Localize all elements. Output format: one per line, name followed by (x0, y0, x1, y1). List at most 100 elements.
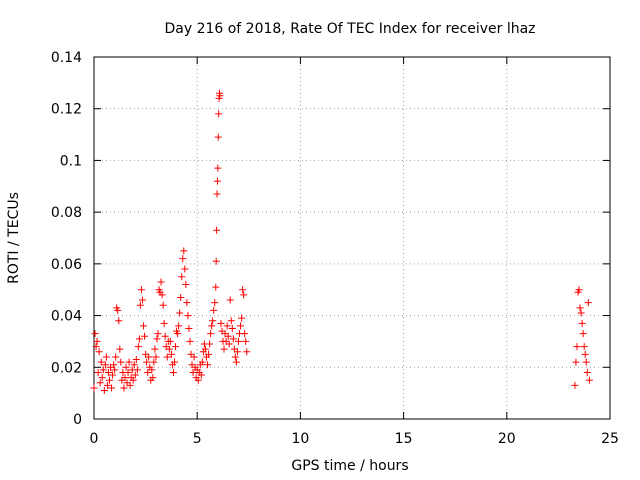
data-point (105, 376, 113, 384)
data-point (100, 387, 108, 395)
x-tick-label: 10 (291, 431, 309, 447)
x-tick-label: 20 (498, 431, 516, 447)
data-point (95, 348, 103, 356)
data-point (120, 384, 128, 392)
data-point (175, 322, 183, 330)
data-point (131, 371, 139, 379)
data-point (135, 335, 143, 343)
y-tick-label: 0.14 (51, 50, 82, 66)
x-tick-label: 0 (90, 431, 99, 447)
data-point (104, 368, 112, 376)
data-point (207, 330, 215, 338)
y-tick-label: 0.08 (51, 205, 82, 221)
data-point (214, 164, 222, 172)
data-point (242, 337, 250, 345)
data-point (99, 366, 107, 374)
data-point (169, 368, 177, 376)
data-point (108, 384, 116, 392)
y-tick-label: 0.06 (51, 257, 82, 273)
data-point (226, 296, 234, 304)
data-point (210, 306, 218, 314)
data-point (116, 345, 124, 353)
data-point (101, 361, 109, 369)
data-point (122, 363, 130, 371)
data-point (581, 350, 589, 358)
data-point (140, 322, 148, 330)
data-point (212, 257, 220, 265)
data-point (237, 322, 245, 330)
data-point (225, 340, 233, 348)
data-point (213, 190, 221, 198)
data-point (103, 381, 111, 389)
data-point (150, 358, 158, 366)
data-point (167, 350, 175, 358)
data-point (112, 353, 120, 361)
data-point (243, 348, 251, 356)
data-point (220, 345, 228, 353)
data-point (139, 296, 147, 304)
data-point (157, 278, 165, 286)
data-point (182, 281, 190, 289)
data-point (117, 358, 125, 366)
data-point (215, 110, 223, 118)
data-points (90, 89, 593, 395)
data-point (96, 379, 104, 387)
y-tick-label: 0.1 (60, 153, 82, 169)
data-point (165, 345, 173, 353)
data-point (109, 371, 117, 379)
data-point (141, 332, 149, 340)
data-point (197, 371, 205, 379)
data-point (571, 381, 579, 389)
data-point (129, 376, 137, 384)
data-point (178, 273, 186, 281)
data-point (583, 368, 591, 376)
data-point (580, 343, 588, 351)
y-axis-title: ROTI / TECUs (6, 192, 22, 284)
data-point (114, 306, 122, 314)
data-point (582, 358, 590, 366)
data-point (102, 353, 110, 361)
data-point (110, 361, 118, 369)
data-point (224, 332, 232, 340)
data-point (124, 368, 132, 376)
data-point (125, 358, 133, 366)
data-point (213, 226, 221, 234)
axis-ticks (93, 56, 611, 420)
data-point (576, 304, 584, 312)
x-tick-label: 15 (395, 431, 413, 447)
data-point (176, 309, 184, 317)
data-point (572, 358, 580, 366)
data-point (177, 293, 185, 301)
data-point (201, 345, 209, 353)
data-point (240, 291, 248, 299)
data-point (133, 366, 141, 374)
data-point (185, 325, 193, 332)
grid-lines (94, 57, 610, 419)
data-point (198, 358, 206, 366)
data-point (214, 133, 222, 141)
data-point (93, 337, 101, 345)
data-point (159, 301, 167, 309)
data-point (130, 361, 138, 369)
y-tick-label: 0.02 (51, 360, 82, 376)
data-point (231, 353, 239, 361)
data-point (228, 325, 236, 332)
data-point (163, 353, 171, 361)
x-axis-tick-labels: 0 5 10 15 20 25 (90, 431, 619, 447)
data-point (174, 330, 182, 338)
data-point (153, 335, 161, 343)
data-point (213, 177, 221, 185)
chart-title: Day 216 of 2018, Rate Of TEC Index for r… (164, 21, 535, 37)
data-point (158, 291, 166, 299)
data-point (575, 286, 583, 294)
data-point (241, 330, 249, 338)
data-point (216, 92, 224, 100)
data-point (137, 286, 145, 294)
data-point (233, 348, 241, 356)
data-point (227, 317, 235, 325)
data-point (181, 265, 189, 273)
data-point (134, 343, 142, 351)
data-point (585, 376, 593, 384)
data-point (584, 299, 592, 307)
data-point (180, 247, 188, 255)
